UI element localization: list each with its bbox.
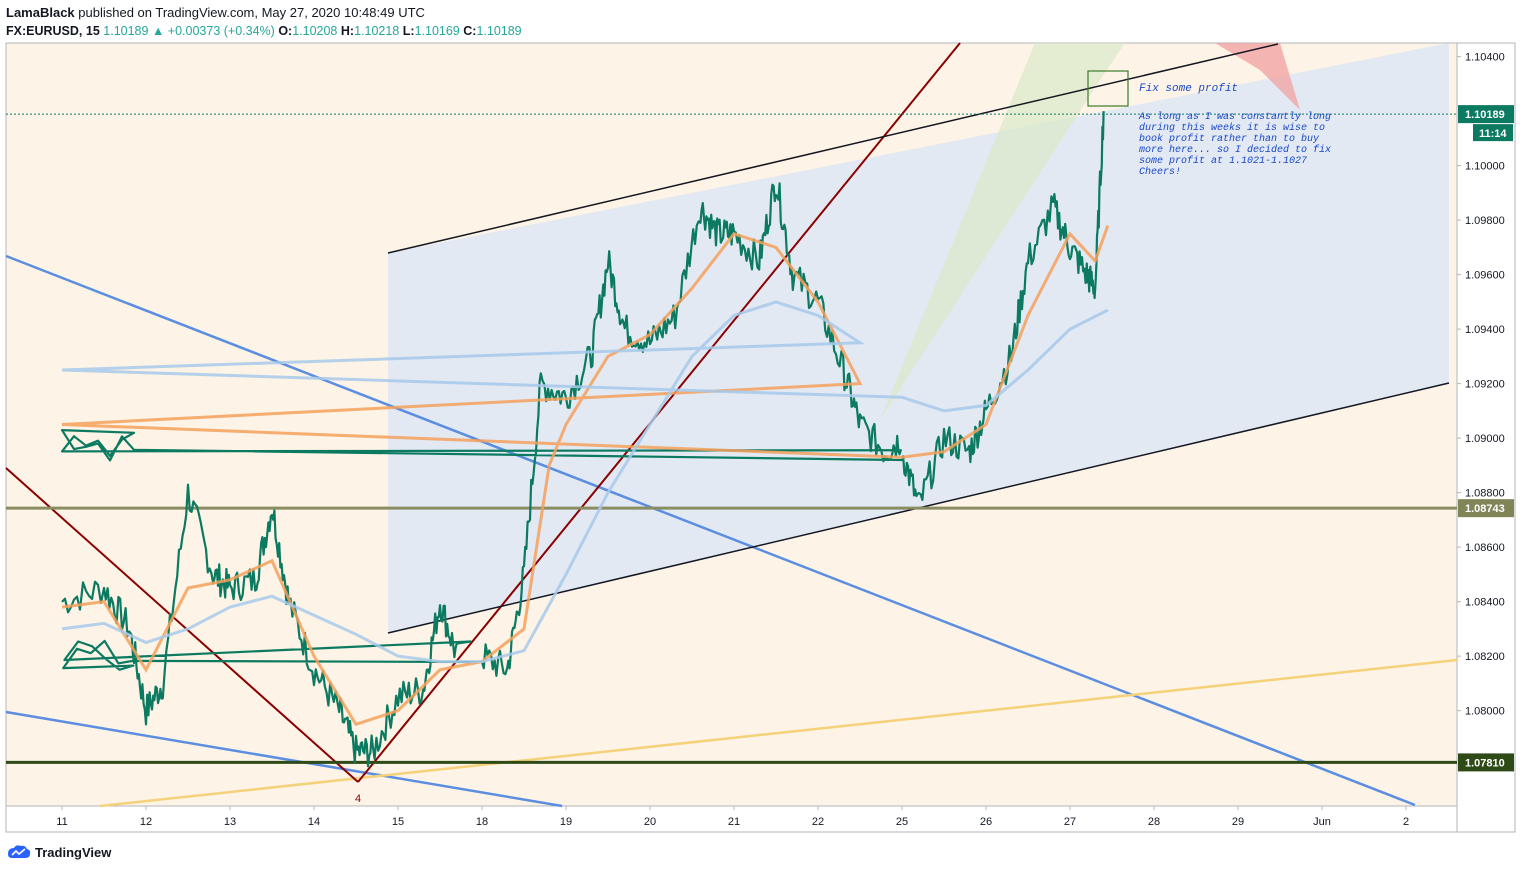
- note-body: As long as I was constantly long during t…: [1138, 111, 1331, 178]
- close-value: 1.10189: [476, 24, 522, 38]
- x-tick-label: 14: [308, 816, 320, 828]
- price-label: 1.08743: [1465, 503, 1505, 515]
- y-tick-label: 1.08400: [1465, 597, 1505, 609]
- x-tick-label: 2: [1403, 816, 1409, 828]
- price-line-eurusd[interactable]: [60, 111, 1105, 768]
- y-tick-label: 1.08800: [1465, 488, 1505, 500]
- high-label: H:: [340, 24, 355, 38]
- countdown-label: 11:14: [1479, 128, 1507, 140]
- note-title: Fix some profit: [1139, 83, 1238, 95]
- open-value: 1.10208: [292, 24, 338, 38]
- pivot-label: 4: [355, 793, 361, 805]
- x-tick-label: 27: [1064, 816, 1076, 828]
- author-name[interactable]: LamaBlack: [6, 5, 75, 20]
- chart-frame: [5, 42, 1516, 833]
- y-tick-label: 1.10400: [1465, 52, 1505, 64]
- open-label: O:: [278, 24, 293, 38]
- x-tick-label: 21: [728, 816, 740, 828]
- y-tick-label: 1.09600: [1465, 270, 1505, 282]
- x-tick-label: 15: [392, 816, 404, 828]
- ohlc-legend: FX:EURUSD, 15 1.10189 ▲ +0.00373 (+0.34%…: [6, 22, 1506, 40]
- tradingview-logo-icon[interactable]: [6, 844, 32, 860]
- y-tick-label: 1.09400: [1465, 324, 1505, 336]
- y-tick-label: 1.08600: [1465, 542, 1505, 554]
- price-label: 1.07810: [1465, 757, 1505, 769]
- low-label: L:: [402, 24, 415, 38]
- projection-arrow-red: [1215, 43, 1300, 110]
- x-tick-label: 29: [1232, 816, 1244, 828]
- x-tick-label: 19: [560, 816, 572, 828]
- high-value: 1.10218: [354, 24, 400, 38]
- y-tick-label: 1.10000: [1465, 161, 1505, 173]
- trendline-blue-short[interactable]: [5, 710, 563, 808]
- low-value: 1.10169: [414, 24, 460, 38]
- x-tick-label: 13: [224, 816, 236, 828]
- y-tick-label: 1.08200: [1465, 651, 1505, 663]
- trendline-red-down[interactable]: [5, 467, 359, 783]
- publication-info: published on TradingView.com, May 27, 20…: [78, 5, 425, 20]
- x-tick-label: 11: [56, 816, 67, 828]
- x-tick-label: 22: [812, 816, 824, 828]
- channel-upper-line[interactable]: [387, 43, 1279, 254]
- x-tick-label: 28: [1148, 816, 1160, 828]
- price-label: 1.10189: [1465, 109, 1505, 121]
- time-axis-background: [6, 806, 1457, 832]
- x-tick-label: Jun: [1313, 816, 1331, 828]
- y-tick-label: 1.09800: [1465, 215, 1505, 227]
- x-tick-label: 18: [476, 816, 488, 828]
- up-arrow-icon: ▲: [151, 24, 165, 38]
- price-label-box: [1458, 499, 1514, 518]
- footer: TradingView: [6, 842, 111, 862]
- last-price: 1.10189: [103, 24, 149, 38]
- publication-line: LamaBlack published on TradingView.com, …: [6, 4, 1506, 22]
- brand-name[interactable]: TradingView: [35, 844, 112, 860]
- symbol-label[interactable]: FX:EURUSD, 15: [6, 24, 100, 38]
- price-change: +0.00373 (+0.34%): [167, 24, 275, 38]
- close-label: C:: [463, 24, 477, 38]
- chart-header: LamaBlack published on TradingView.com, …: [6, 4, 1506, 40]
- x-tick-label: 26: [980, 816, 992, 828]
- countdown-box: [1473, 124, 1513, 142]
- ema-fast-line[interactable]: [61, 225, 1110, 727]
- x-tick-label: 20: [644, 816, 656, 828]
- trendline-blue-long[interactable]: [5, 254, 1416, 807]
- y-tick-label: 1.09200: [1465, 379, 1505, 391]
- y-tick-label: 1.09000: [1465, 433, 1505, 445]
- x-tick-label: 25: [896, 816, 908, 828]
- profit-box[interactable]: [1087, 70, 1129, 107]
- ema-slow-line[interactable]: [61, 300, 1109, 664]
- x-tick-label: 12: [140, 816, 152, 828]
- price-label-box: [1458, 753, 1514, 772]
- trendline-yellow[interactable]: [99, 658, 1458, 808]
- y-tick-label: 1.08000: [1465, 706, 1505, 718]
- price-axis-background: [1457, 43, 1515, 832]
- price-label-box: [1458, 105, 1514, 124]
